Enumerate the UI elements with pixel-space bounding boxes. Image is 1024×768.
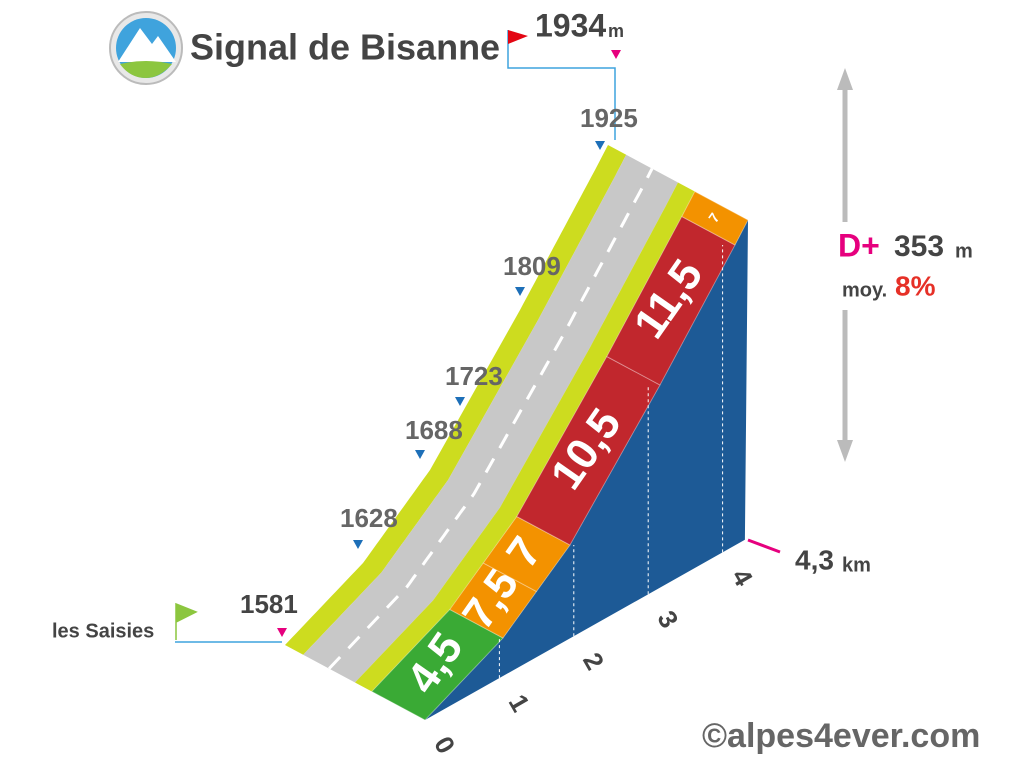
road-centre xyxy=(328,167,654,670)
start-altitude: 1581 xyxy=(240,589,298,619)
altitude-label: 1723 xyxy=(445,361,503,391)
altitude-marker xyxy=(455,397,465,406)
altitude-marker xyxy=(415,450,425,459)
summit-altitude: 1934 xyxy=(535,7,606,43)
shoulder xyxy=(355,182,695,692)
km-tick-label: 3 xyxy=(651,605,684,633)
distance-marker xyxy=(747,538,781,554)
km-tick-label: 4 xyxy=(726,564,759,592)
credit: ©alpes4ever.com xyxy=(702,717,980,755)
summit-leader xyxy=(507,30,616,140)
gain-unit: m xyxy=(955,240,973,262)
altitude-label: 1809 xyxy=(503,251,561,281)
km-tick-label: 2 xyxy=(577,647,610,675)
altitude-marker xyxy=(353,540,363,549)
altitude-label: 1628 xyxy=(340,503,398,533)
altitude-marker xyxy=(595,141,605,150)
title: Signal de Bisanne xyxy=(190,27,500,68)
start-name: les Saisies xyxy=(52,620,154,642)
summit-unit: m xyxy=(608,21,624,41)
altitude-label: 1925 xyxy=(580,103,638,133)
summit-flag xyxy=(508,30,528,44)
gradient-segment xyxy=(681,190,749,246)
gain-label: D+ xyxy=(838,227,880,263)
average-label: moy. xyxy=(842,279,887,301)
km-tick-label: 0 xyxy=(428,731,461,759)
summit-marker xyxy=(611,50,621,59)
gain-value: 353 xyxy=(894,230,944,263)
start-marker xyxy=(277,628,287,637)
road xyxy=(303,154,678,683)
start-flag xyxy=(175,602,198,640)
altitude-marker xyxy=(515,287,525,296)
km-tick-label: 1 xyxy=(503,689,536,717)
logo xyxy=(109,11,183,85)
distance-value: 4,3 xyxy=(795,544,834,575)
distance-unit: km xyxy=(842,554,871,576)
average-value: 8% xyxy=(895,270,936,301)
altitude-label: 1688 xyxy=(405,415,463,445)
front-face xyxy=(425,220,748,720)
height-arrow xyxy=(832,68,982,462)
shoulder xyxy=(285,145,627,655)
